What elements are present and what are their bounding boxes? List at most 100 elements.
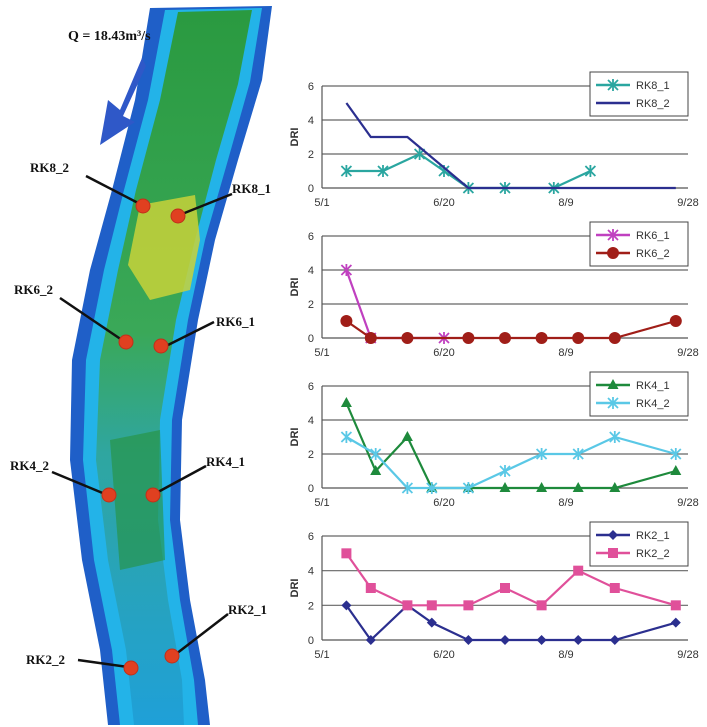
series-line [345, 319, 677, 340]
data-point [572, 332, 585, 344]
flow-arrow-icon [100, 58, 146, 145]
legend-label: RK4_2 [636, 398, 670, 410]
data-point [462, 332, 475, 344]
site-marker-rk6-2 [118, 334, 134, 350]
legend-marker [607, 229, 619, 241]
x-tick-label: 6/20 [433, 197, 454, 209]
data-point [573, 635, 584, 645]
data-point [401, 431, 413, 441]
data-point [463, 600, 474, 611]
series-line [345, 402, 677, 490]
series-line [345, 102, 676, 190]
series-line [345, 552, 677, 607]
series-rk8-2 [345, 102, 676, 190]
data-point [340, 397, 352, 407]
data-point [500, 583, 510, 593]
x-tick-label: 6/20 [433, 649, 454, 661]
y-tick-label: 0 [308, 635, 314, 647]
legend-marker [607, 79, 619, 91]
data-point [572, 448, 584, 460]
legend-box [589, 371, 689, 417]
data-point [536, 635, 547, 645]
y-tick-label: 0 [308, 483, 314, 495]
data-point [609, 482, 621, 492]
site-label: RK4_1 [206, 454, 245, 469]
data-point [463, 635, 474, 645]
legend-label: RK6_1 [636, 230, 670, 242]
data-point [499, 332, 511, 344]
data-point [573, 565, 584, 576]
legend-box [589, 71, 689, 117]
legend-label: RK2_1 [636, 530, 670, 542]
x-tick-label: 8/9 [558, 649, 573, 661]
y-axis-label: DRI [289, 428, 301, 447]
data-point [670, 617, 681, 628]
legend: RK2_1 RK2_2 [589, 521, 689, 567]
dri-chart-3: 0 2 4 6 DRI 5/1 6/20 8/9 9/28 RK4_1 RK4_2 [289, 371, 699, 509]
data-point [426, 600, 437, 611]
series-rk2-1 [341, 600, 681, 645]
legend-marker [608, 530, 618, 540]
legend-marker [607, 397, 619, 409]
data-point [462, 482, 475, 494]
data-point [535, 332, 548, 344]
dri-chart-4: 0 2 4 6 DRI 5/1 6/20 8/9 9/28 RK2_1 RK2_2 [289, 521, 699, 661]
y-tick-label: 2 [308, 149, 314, 161]
data-point [499, 482, 511, 492]
site-label: RK6_1 [216, 314, 255, 329]
site-marker-rk6-1 [153, 338, 169, 354]
site-marker-rk8-2 [135, 198, 151, 214]
legend: RK8_1 RK8_2 [589, 71, 689, 117]
site-label: RK4_2 [10, 458, 49, 473]
y-tick-label: 2 [308, 600, 314, 612]
y-tick-label: 6 [308, 231, 314, 243]
x-tick-label: 5/1 [314, 649, 329, 661]
legend: RK6_1 RK6_2 [589, 221, 689, 267]
legend-label: RK8_1 [636, 80, 670, 92]
x-tick-label: 9/28 [677, 497, 698, 509]
data-point [535, 448, 548, 460]
series-line [345, 603, 677, 642]
data-point [370, 448, 382, 460]
series-rk2-2 [341, 548, 681, 611]
site-label: RK2_2 [26, 652, 65, 667]
site-label: RK6_2 [14, 282, 53, 297]
legend-marker [607, 247, 619, 259]
site-label: RK8_1 [232, 181, 271, 196]
y-axis-label: DRI [289, 128, 301, 147]
data-point [341, 548, 352, 559]
dri-chart-1: 0 2 4 6 DRI 5/1 6/20 8/9 9/28 RK8_1 RK8_2 [289, 71, 699, 209]
x-tick-label: 6/20 [433, 497, 454, 509]
legend-box [589, 521, 689, 567]
data-point [609, 583, 620, 593]
legend-label: RK4_1 [636, 380, 670, 392]
data-point [377, 165, 389, 177]
site-marker-rk2-2 [123, 660, 139, 676]
data-point [572, 482, 584, 492]
data-point [609, 431, 621, 443]
data-point [669, 315, 682, 327]
data-point [402, 600, 413, 611]
x-tick-label: 9/28 [677, 347, 698, 359]
data-point [401, 332, 414, 344]
data-point [499, 465, 511, 477]
data-point [340, 264, 353, 276]
river-deep-zone [110, 430, 165, 570]
y-tick-label: 4 [308, 566, 314, 578]
legend-box [589, 221, 689, 267]
data-point [340, 165, 353, 177]
data-point [609, 635, 620, 645]
y-tick-label: 0 [308, 333, 314, 345]
data-point [401, 482, 414, 494]
x-tick-label: 5/1 [314, 497, 329, 509]
x-tick-label: 8/9 [558, 197, 573, 209]
data-point [536, 482, 548, 492]
site-marker-rk4-2 [101, 487, 117, 503]
x-tick-label: 5/1 [314, 347, 329, 359]
y-tick-label: 6 [308, 531, 314, 543]
data-point [500, 635, 510, 645]
x-tick-label: 8/9 [558, 347, 573, 359]
site-label: RK2_1 [228, 602, 267, 617]
